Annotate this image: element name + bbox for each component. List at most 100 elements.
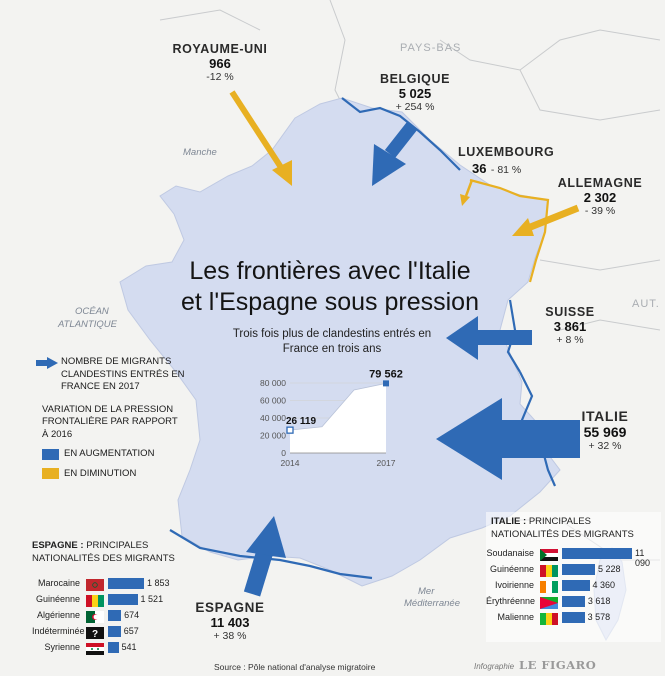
migrant-count: 2 302: [583, 190, 617, 205]
country-name: ROYAUME-UNI: [172, 42, 268, 56]
country-name: ALLEMAGNE: [557, 176, 643, 190]
flag: ?: [86, 626, 104, 640]
flag-icon: [86, 579, 104, 591]
value-bar: [562, 612, 585, 623]
nationality-label: Guinéenne: [35, 594, 80, 604]
migrant-count: 11 403: [210, 615, 250, 630]
list-item: Ivoirienne 4 360: [486, 580, 661, 593]
legend-arrow-row: NOMBRE DE MIGRANTS CLANDESTINS ENTRÉS EN…: [36, 356, 186, 394]
nationality-label: Soudanaise: [486, 548, 534, 558]
list-item: Guinéenne 1 521: [32, 594, 202, 607]
nationality-label: Ivoirienne: [494, 580, 534, 590]
flag: [540, 548, 558, 561]
migrant-count: 36: [472, 161, 487, 176]
italy-box-title-bold: ITALIE :: [491, 516, 527, 527]
point-marker: [286, 426, 294, 434]
x-tick-label: 2017: [377, 458, 396, 468]
country-name: LUXEMBOURG: [458, 145, 555, 159]
value-label: 4 360: [592, 580, 616, 590]
value-bar: [108, 594, 138, 605]
value-bar: [108, 642, 119, 653]
italy-box-title-rest: PRINCIPALES NATIONALITÉS DES MIGRANTS: [491, 516, 634, 540]
country-name: ESPAGNE: [195, 600, 265, 615]
y-tick-label: 40 000: [260, 413, 286, 423]
variation-percent: -12 %: [206, 71, 234, 83]
legend-arrow-label: NOMBRE DE MIGRANTS CLANDESTINS ENTRÉS EN…: [61, 356, 185, 392]
spain-box-title-bold: ESPAGNE :: [32, 540, 84, 551]
spain-nationalities-box: ESPAGNE : PRINCIPALES NATIONALITÉS DES M…: [32, 540, 202, 660]
migrant-count: 966: [209, 56, 231, 71]
flag-icon: ?: [86, 627, 104, 640]
migrant-count: 5 025: [398, 86, 432, 101]
increase-swatch: [42, 448, 59, 460]
nationality-label: Algérienne: [36, 610, 80, 620]
arrow-allemagne: [512, 204, 580, 236]
value-label: 11 090: [635, 548, 651, 568]
value-label: 3 578: [587, 612, 611, 622]
value-bar: [562, 596, 585, 607]
value-bar: [562, 580, 590, 591]
value-label: 1 521: [140, 594, 164, 604]
stat-line: 36 - 81 %: [472, 160, 554, 178]
stat-royaume-uni: ROYAUME-UNI 966 -12 %: [165, 42, 275, 83]
credit-prefix: Infographie: [474, 662, 515, 671]
migrant-count: 55 969: [583, 424, 627, 440]
border-germany: [469, 178, 550, 283]
arrow-luxembourg: [460, 179, 474, 206]
list-item: Marocaine 1 853: [32, 578, 202, 591]
stat-belgique: BELGIQUE 5 025 + 254 %: [370, 72, 460, 113]
legend-variation-label: VARIATION DE LA PRESSION FRONTALIÈRE PAR…: [42, 403, 178, 440]
label-ocean-2: ATLANTIQUE: [58, 319, 117, 330]
variation-percent: + 38 %: [213, 630, 247, 642]
label-manche: Manche: [183, 147, 217, 158]
list-item: Malienne 3 578: [486, 612, 661, 625]
country-name: BELGIQUE: [379, 72, 451, 86]
border-belgium: [341, 97, 461, 171]
list-item: Érythréenne 3 618: [486, 596, 661, 609]
area-series: [290, 383, 386, 453]
stat-suisse: SUISSE 3 861 + 8 %: [535, 305, 605, 346]
page-title: Les frontières avec l'Italie et l'Espagn…: [130, 256, 530, 318]
point-marker: [383, 380, 389, 387]
label-mer-1: Mer: [418, 586, 435, 597]
migrant-count: 3 861: [553, 319, 587, 334]
svg-text:?: ?: [92, 629, 98, 639]
arrow-belgique: [372, 121, 418, 186]
variation-percent: + 8 %: [556, 334, 584, 346]
country-name: ITALIE: [581, 408, 629, 424]
nationality-label: Guinéenne: [489, 564, 534, 574]
flag: [86, 642, 104, 655]
legend-decrease-label: EN DIMINUTION: [64, 467, 137, 479]
italy-box-title: ITALIE : PRINCIPALES NATIONALITÉS DES MI…: [486, 512, 661, 541]
nationality-label: Indéterminée: [32, 626, 85, 636]
nationality-label: Malienne: [497, 612, 534, 622]
data-label: 79 562: [369, 368, 403, 380]
spain-box-title: ESPAGNE : PRINCIPALES NATIONALITÉS DES M…: [32, 540, 202, 565]
arrow-italie: [436, 398, 580, 480]
source-note: Source : Pôle national d'analyse migrato…: [214, 662, 376, 672]
y-tick-label: 20 000: [260, 431, 286, 441]
flag-icon: [540, 565, 558, 577]
flag: [540, 580, 558, 593]
nationality-label: Érythréenne: [486, 596, 536, 606]
flag-icon: [540, 613, 558, 625]
arrow-royaume-uni: [229, 90, 292, 186]
value-bar: [562, 564, 595, 575]
value-label: 1 853: [147, 578, 170, 588]
value-bar: [108, 626, 121, 637]
variation-percent: - 39 %: [584, 205, 616, 217]
nationality-label: Marocaine: [37, 578, 80, 588]
arrow-suisse: [446, 316, 532, 360]
chart-area: 0 20 000 40 000 60 000 80 000 26 119 79 562 201…: [260, 368, 403, 468]
variation-percent: + 32 %: [588, 440, 622, 452]
spain-box-title-rest: PRINCIPALES NATIONALITÉS DES MIGRANTS: [32, 540, 175, 564]
country-name: SUISSE: [545, 305, 595, 319]
credit: Infographie LE FIGARO: [474, 658, 596, 672]
label-pays-bas: PAYS-BAS: [400, 42, 462, 54]
x-tick-label: 2014: [281, 458, 300, 468]
y-tick-label: 0: [281, 448, 286, 458]
list-item: Syrienne 541: [32, 642, 202, 655]
flag-icon: [540, 581, 558, 593]
variation-percent: - 81 %: [490, 164, 522, 176]
